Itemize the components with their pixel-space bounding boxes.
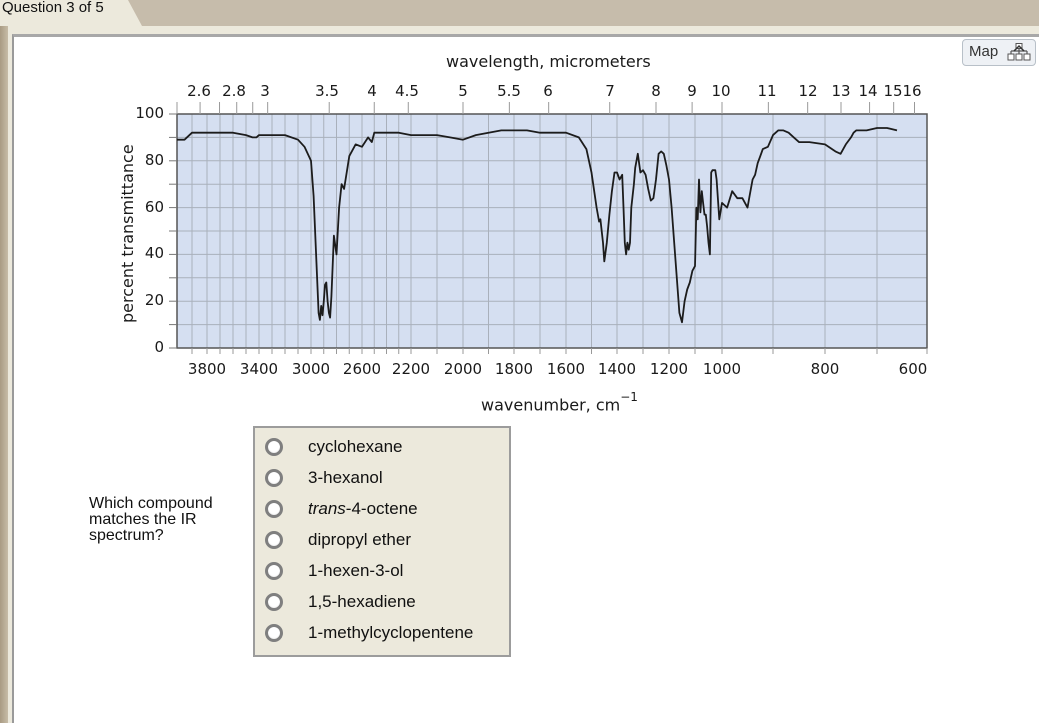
y-tick-label: 80	[144, 150, 164, 169]
x-axis-label: wavenumber, cm−1	[481, 390, 638, 415]
choice-3-hexanol[interactable]: 3-hexanol	[265, 464, 383, 492]
top-tick-label: 5.5	[497, 82, 521, 100]
top-tick-label: 4.5	[395, 82, 419, 100]
top-tick-label: 11	[757, 82, 777, 100]
choice-label: 1-methylcyclopentene	[308, 623, 474, 642]
choice-label: 1-hexen-3-ol	[308, 561, 404, 580]
top-tick-label: 16	[902, 82, 922, 100]
x-tick-label: 1800	[494, 360, 534, 378]
x-tick-label: 1000	[702, 360, 742, 378]
choice-trans-4-octene[interactable]: trans-4-octene	[265, 495, 418, 523]
radio-button[interactable]	[265, 438, 283, 456]
radio-button[interactable]	[265, 500, 283, 518]
radio-button[interactable]	[265, 624, 283, 642]
choice-1-hexen-3-ol[interactable]: 1-hexen-3-ol	[265, 557, 403, 585]
top-tick-label: 13	[831, 82, 851, 100]
top-tick-label: 9	[687, 82, 697, 100]
radio-button[interactable]	[265, 469, 283, 487]
radio-button[interactable]	[265, 531, 283, 549]
x-tick-label: 800	[810, 360, 840, 378]
choice-cyclohexane[interactable]: cyclohexane	[265, 433, 403, 461]
top-tick-label: 8	[651, 82, 661, 100]
choice-1-methylcyclopentene[interactable]: 1-methylcyclopentene	[265, 619, 473, 647]
y-tick-label: 0	[154, 338, 164, 356]
choice-1-5-hexadiene[interactable]: 1,5-hexadiene	[265, 588, 416, 616]
y-tick-label: 60	[144, 197, 164, 216]
map-label: Map	[969, 43, 999, 60]
choice-label: dipropyl ether	[308, 530, 412, 549]
question-text: Which compound matches the IR spectrum?	[89, 495, 213, 544]
x-tick-label: 3400	[239, 360, 279, 378]
x-tick-label: 3800	[187, 360, 227, 378]
choice-dipropyl-ether[interactable]: dipropyl ether	[265, 526, 411, 554]
tab-question[interactable]: Question 3 of 5	[0, 0, 142, 26]
sitemap-icon	[1007, 43, 1031, 61]
choice-label: 3-hexanol	[308, 468, 383, 487]
x-tick-label: 2600	[342, 360, 382, 378]
map-button[interactable]: Map	[962, 39, 1036, 66]
top-tick-label: 7	[605, 82, 615, 100]
y-tick-label: 100	[135, 104, 164, 122]
x-tick-label: 1600	[546, 360, 586, 378]
top-tick-label: 15	[883, 82, 903, 100]
choice-label: 1,5-hexadiene	[308, 592, 416, 611]
top-tick-label: 2.8	[222, 82, 246, 100]
x-tick-label: 600	[898, 360, 928, 378]
radio-button[interactable]	[265, 593, 283, 611]
top-axis-label: wavelength, micrometers	[446, 52, 651, 71]
x-tick-label: 1200	[649, 360, 689, 378]
left-edge	[0, 26, 8, 723]
top-tick-label: 3.5	[315, 82, 339, 100]
y-tick-label: 40	[144, 244, 164, 263]
answer-choices: cyclohexane 3-hexanol trans-4-octene dip…	[253, 426, 511, 657]
choice-label: cyclohexane	[308, 437, 403, 456]
top-tick-label: 10	[711, 82, 731, 100]
top-tick-label: 5	[458, 82, 468, 100]
x-tick-label: 2200	[391, 360, 431, 378]
top-tick-label: 4	[367, 82, 377, 100]
x-tick-label: 2000	[443, 360, 483, 378]
top-tick-label: 14	[858, 82, 878, 100]
choice-label: trans-4-octene	[308, 499, 418, 518]
y-tick-label: 20	[144, 291, 164, 310]
top-tick-label: 6	[543, 82, 553, 100]
top-tick-label: 2.6	[187, 82, 211, 100]
x-tick-label: 3000	[291, 360, 331, 378]
x-tick-label: 1400	[597, 360, 637, 378]
radio-button[interactable]	[265, 562, 283, 580]
top-tick-label: 3	[260, 82, 270, 100]
tab-bar: Question 3 of 5	[0, 0, 1039, 26]
tab-label: Question 3 of 5	[2, 0, 104, 16]
top-tick-label: 12	[798, 82, 818, 100]
